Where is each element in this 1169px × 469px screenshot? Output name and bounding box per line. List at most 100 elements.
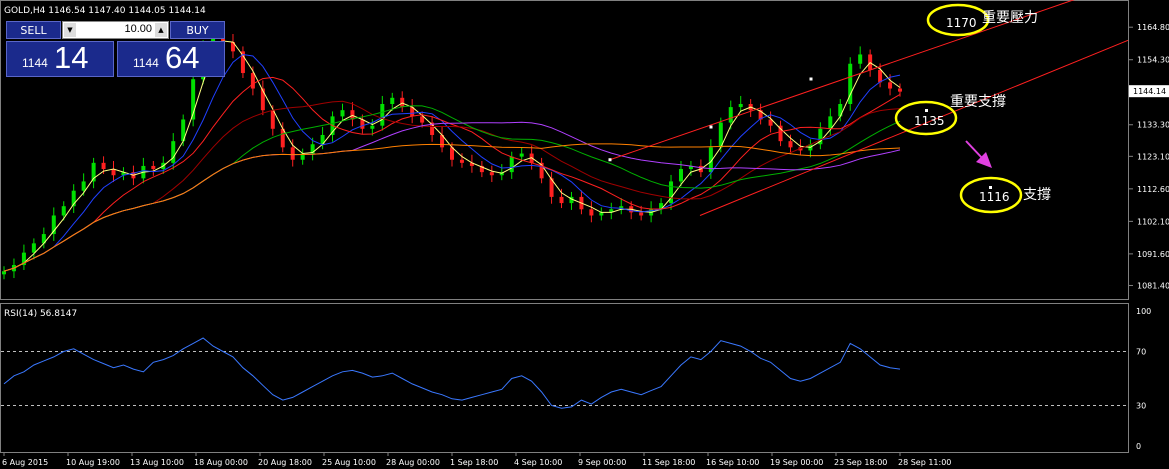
candle-body [440, 134, 445, 148]
candle-body [778, 125, 783, 142]
sell-price-prefix: 1144 [22, 56, 48, 70]
sell-button[interactable]: SELL [6, 21, 61, 39]
candle-body [230, 42, 235, 52]
candle-body [191, 79, 196, 120]
candle-body [240, 51, 245, 74]
lot-size-field[interactable]: ▼ 10.00 ▲ [62, 21, 169, 39]
candle-body [310, 144, 315, 154]
candle-body [589, 209, 594, 216]
rsi-line [3, 337, 901, 409]
trendline-anchor [809, 77, 813, 81]
candle-body [639, 212, 644, 216]
rsi-tick-label: 0 [1136, 442, 1141, 451]
time-tick-label: 25 Aug 10:00 [322, 458, 376, 467]
candle-body [121, 172, 126, 176]
current-price-label: 1144.14 [1133, 87, 1166, 96]
candle-body [758, 110, 763, 120]
time-tick-label: 9 Sep 00:00 [578, 458, 626, 467]
candle-body [549, 178, 554, 197]
trendlines-group [608, 0, 1129, 216]
candle-body [738, 104, 743, 108]
buy-price-box[interactable]: 1144 64 [117, 40, 225, 77]
support-circle[interactable] [959, 176, 1023, 214]
candle-body [71, 190, 76, 207]
support-marker [989, 186, 992, 189]
candle-body [320, 134, 325, 145]
moving-average-line [3, 100, 901, 272]
candle-body [171, 141, 176, 163]
support-main-price: 1135 [914, 114, 945, 128]
candle-body [290, 147, 295, 160]
candle-body [669, 181, 674, 204]
candle-body [81, 181, 86, 191]
sell-price-pips: 14 [54, 40, 89, 75]
candle-body [111, 169, 116, 176]
candle-body [390, 97, 395, 104]
candle-body [101, 162, 106, 170]
price-tick-label: 1102.10 [1137, 217, 1169, 226]
price-axis: 1164.801154.301143.801133.301123.101112.… [1128, 23, 1169, 290]
candle-body [848, 63, 853, 104]
moving-averages-group [3, 40, 901, 272]
price-tick-label: 1123.10 [1137, 152, 1169, 161]
resistance-price: 1170 [946, 16, 977, 30]
price-tick-label: 1091.60 [1137, 250, 1169, 259]
candle-body [718, 122, 723, 148]
candle-body [539, 162, 544, 179]
candle-body [41, 234, 46, 244]
candle-body [519, 153, 524, 157]
rsi-tick-label: 30 [1136, 402, 1146, 411]
trendline-anchor [709, 125, 713, 129]
support-main-text: 重要支撐 [950, 94, 1006, 110]
main-plot-frame [0, 0, 1129, 300]
resistance-text: 重要壓力 [982, 10, 1038, 26]
support-main-circle[interactable] [894, 100, 958, 136]
buy-price-pips: 64 [165, 40, 200, 75]
resistance-circle[interactable] [926, 3, 990, 37]
lot-size-value[interactable]: 10.00 [124, 23, 152, 35]
time-tick-label: 18 Aug 00:00 [194, 458, 248, 467]
time-tick-label: 23 Sep 18:00 [834, 458, 887, 467]
price-tick-label: 1164.80 [1137, 23, 1169, 32]
candle-body [430, 122, 435, 135]
support-price: 1116 [979, 190, 1010, 204]
candle-body [788, 141, 793, 148]
candle-body [619, 206, 624, 210]
candle-body [708, 147, 713, 173]
time-tick-label: 11 Sep 18:00 [642, 458, 695, 467]
buy-button[interactable]: BUY [170, 21, 225, 39]
candle-body [380, 104, 385, 126]
candle-body [21, 252, 26, 266]
down-arrow-icon[interactable]: ▼ [64, 23, 76, 37]
candle-body [91, 162, 96, 182]
candle-body [559, 196, 564, 204]
up-arrow-icon[interactable]: ▲ [155, 23, 167, 37]
candle-body [450, 147, 454, 160]
time-tick-label: 16 Sep 10:00 [706, 458, 759, 467]
candle-body [280, 128, 285, 148]
candle-body [260, 88, 265, 111]
candle-body [659, 203, 664, 210]
candle-body [340, 110, 345, 117]
rsi-tick-label: 100 [1136, 307, 1151, 316]
time-tick-label: 28 Sep 11:00 [898, 458, 951, 467]
symbol-header: GOLD,H4 1146.54 1147.40 1144.05 1144.14 [4, 6, 206, 16]
price-tick-label: 1081.40 [1137, 281, 1169, 290]
candle-body [420, 116, 425, 123]
rsi-plot-frame [0, 303, 1129, 453]
candle-body [31, 243, 36, 253]
time-tick-label: 20 Aug 18:00 [258, 458, 312, 467]
rsi-tick-label: 70 [1136, 348, 1146, 357]
candle-body [151, 165, 156, 170]
support-text: 支撐 [1023, 187, 1051, 203]
buy-price-prefix: 1144 [133, 56, 159, 70]
candle-body [61, 206, 66, 216]
candle-body [300, 153, 305, 160]
candle-body [878, 69, 883, 83]
candle-body [728, 107, 733, 123]
time-tick-label: 4 Sep 10:00 [514, 458, 562, 467]
sell-price-box[interactable]: 1144 14 [6, 40, 114, 77]
candle-body [609, 209, 614, 213]
candle-body [489, 172, 494, 176]
